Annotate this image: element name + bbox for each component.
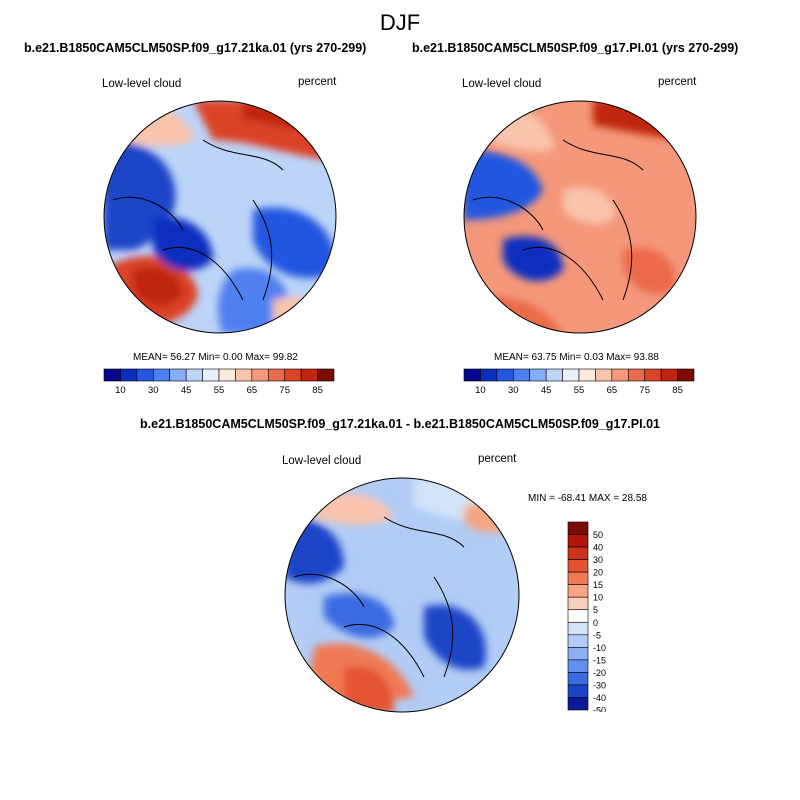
- panel2-colorbar: 1030455565758595: [463, 368, 695, 396]
- panel3-colorbar-tick-label: -10: [593, 643, 606, 653]
- panel1-colorbar-swatch: [202, 368, 220, 382]
- panel2-colorbar-swatch: [578, 368, 596, 382]
- panel1-colorbar-swatch: [267, 368, 286, 382]
- panel3-colorbar-tick-label: 0: [593, 618, 598, 628]
- panel2-colorbar-swatch: [512, 368, 531, 382]
- panel3-colorbar-tick-label: 50: [593, 530, 603, 540]
- panel3-colorbar-swatch: [567, 684, 589, 698]
- panel3-colorbar-swatch: [567, 609, 589, 623]
- panel2-colorbar-tick-label: 85: [672, 385, 683, 396]
- panel3-colorbar-swatch: [567, 672, 589, 686]
- panel1-colorbar-tick-label: 55: [214, 385, 225, 396]
- panel2-colorbar-tick-label: 45: [541, 385, 552, 396]
- panel1-colorbar-swatch: [235, 368, 253, 382]
- panel3-units: percent: [478, 453, 517, 465]
- season-title: DJF: [379, 10, 421, 35]
- panel1-colorbar-swatch: [169, 368, 187, 382]
- panel2-colorbar-tick-label: 75: [639, 385, 650, 396]
- panel3-colorbar-tick-label: 30: [593, 555, 603, 565]
- panel3-colorbar-swatch: [567, 571, 589, 585]
- panel3-colorbar-swatch: [567, 534, 589, 548]
- panel1-colorbar: 1030455565758595: [103, 368, 335, 396]
- panel3-colorbar-swatch: [567, 659, 589, 673]
- panel1-colorbar-swatch: [103, 368, 121, 382]
- panel2-title: b.e21.B1850CAM5CLM50SP.f09_g17.PI.01 (yr…: [412, 41, 739, 55]
- panel3-colorbar-swatch: [567, 634, 589, 648]
- panel1-colorbar-swatch: [317, 368, 335, 382]
- panel1-stats: MEAN= 56.27 Min= 0.00 Max= 99.82: [133, 352, 298, 363]
- panel1-colorbar-swatch: [251, 368, 269, 382]
- panel3-colorbar-swatch: [567, 621, 589, 636]
- panel2-colorbar-swatch: [627, 368, 646, 382]
- panel3-colorbar-swatch: [567, 647, 589, 661]
- panel3-colorbar-swatch: [567, 521, 589, 535]
- panel1-colorbar-tick-label: 75: [279, 385, 290, 396]
- panel3-polar-map: [284, 477, 520, 713]
- panel1-colorbar-swatch: [152, 368, 171, 382]
- panel2-colorbar-swatch: [644, 368, 662, 382]
- panel1-colorbar-swatch: [218, 368, 236, 382]
- panel3-colorbar-tick-label: 5: [593, 605, 598, 615]
- panel2-colorbar-swatch: [545, 368, 563, 382]
- panel3-colorbar-tick-label: -30: [593, 680, 606, 690]
- panel3-colorbar-swatch: [567, 559, 589, 573]
- panel2-colorbar-tick-label: 65: [607, 385, 618, 396]
- panel1-colorbar-tick-label: 45: [181, 385, 192, 396]
- panel3-colorbar-tick-label: 20: [593, 568, 603, 578]
- panel1-colorbar-swatch: [284, 368, 302, 382]
- panel3-colorbar-swatch: [567, 697, 589, 711]
- panel1-colorbar-swatch: [300, 368, 318, 382]
- panel2-units: percent: [658, 76, 697, 88]
- panel3-colorbar-tick-label: -50: [593, 706, 606, 713]
- panel2-polar-map: [463, 100, 697, 334]
- panel3-colorbar-tick-label: 15: [593, 580, 603, 590]
- panel3-colorbar-tick-label: -20: [593, 668, 606, 678]
- panel3-colorbar-swatch: [567, 546, 589, 560]
- panel1-colorbar-tick-label: 30: [148, 385, 159, 396]
- panel2-colorbar-tick-label: 10: [475, 385, 486, 396]
- panel2-colorbar-swatch: [562, 368, 580, 382]
- panel2-variable: Low-level cloud: [462, 78, 542, 90]
- panel3-colorbar-swatch: [567, 584, 589, 598]
- panel1-colorbar-tick-label: 10: [115, 385, 126, 396]
- panel1-title: b.e21.B1850CAM5CLM50SP.f09_g17.21ka.01 (…: [24, 41, 367, 55]
- panel2-colorbar-swatch: [660, 368, 678, 382]
- panel3-colorbar-tick-label: 40: [593, 543, 603, 553]
- panel1-colorbar-swatch: [136, 368, 154, 382]
- panel3-variable: Low-level cloud: [282, 455, 362, 467]
- panel2-colorbar-swatch: [496, 368, 514, 382]
- panel2-colorbar-swatch: [595, 368, 613, 382]
- panel1-colorbar-swatch: [120, 368, 138, 382]
- panel3-colorbar-tick-label: -5: [593, 630, 601, 640]
- panel1-units: percent: [298, 76, 337, 88]
- panel2-stats: MEAN= 63.75 Min= 0.03 Max= 93.88: [494, 352, 659, 363]
- panel3-colorbar-tick-label: -15: [593, 655, 606, 665]
- panel2-colorbar-swatch: [463, 368, 481, 382]
- panel3-colorbar-swatch: [567, 596, 589, 611]
- panel1-variable: Low-level cloud: [102, 78, 182, 90]
- panel2-colorbar-swatch: [677, 368, 695, 382]
- panel3-stats: MIN = -68.41 MAX = 28.58: [528, 493, 647, 504]
- panel1-colorbar-swatch: [185, 368, 203, 382]
- panel1-colorbar-tick-label: 85: [312, 385, 323, 396]
- panel2-colorbar-swatch: [611, 368, 629, 382]
- panel3-colorbar-tick-label: -40: [593, 693, 606, 703]
- panel1-colorbar-tick-label: 65: [247, 385, 258, 396]
- panel3-title: b.e21.B1850CAM5CLM50SP.f09_g17.21ka.01 -…: [140, 417, 660, 431]
- panel1-polar-map: [103, 100, 337, 334]
- panel3-colorbar-tick-label: 10: [593, 593, 603, 603]
- panel2-colorbar-tick-label: 30: [508, 385, 519, 396]
- panel2-colorbar-swatch: [480, 368, 498, 382]
- panel2-colorbar-tick-label: 55: [574, 385, 585, 396]
- panel2-colorbar-swatch: [529, 368, 547, 382]
